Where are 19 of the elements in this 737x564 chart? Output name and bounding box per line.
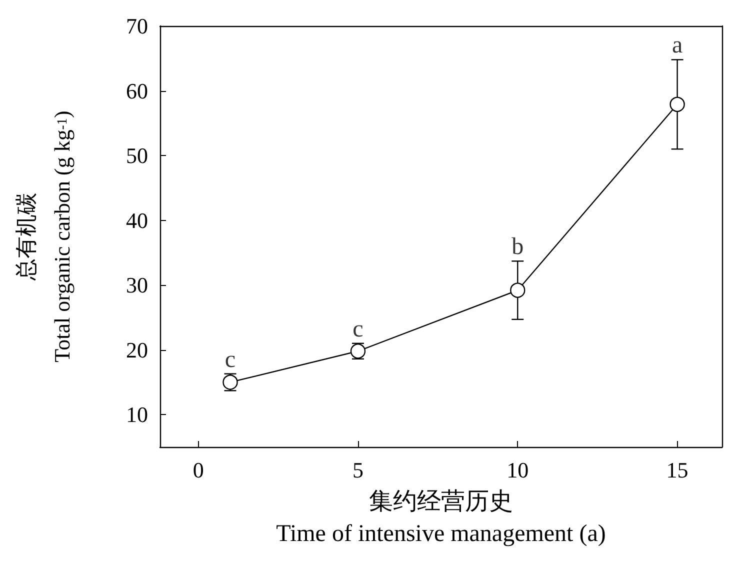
- x-tick-label: 5: [352, 458, 364, 482]
- y-tick-label: 70: [126, 14, 148, 38]
- y-tick-label: 10: [126, 402, 148, 428]
- y-tick-label: 30: [126, 272, 148, 298]
- annotation: c: [224, 346, 236, 373]
- point: [510, 282, 526, 298]
- x-tick-label: 10: [506, 458, 529, 482]
- annotation: a: [672, 32, 683, 59]
- x-tick-label: 15: [666, 458, 688, 482]
- x-axis-title: 集约经营历史 Time of intensive management (a): [276, 488, 606, 547]
- x-tick-label: 0: [192, 458, 204, 482]
- annotation: c: [352, 316, 364, 342]
- y-axis-title: 总有机碳 Total organic carbon (g kg-1): [14, 110, 74, 362]
- y-tick-label: 20: [126, 337, 148, 362]
- y-tick-label: 50: [126, 143, 148, 168]
- annotation: b: [512, 234, 524, 260]
- y-tick-label: 40: [126, 208, 148, 233]
- point: [670, 96, 685, 112]
- y-tick-label: 60: [126, 78, 148, 104]
